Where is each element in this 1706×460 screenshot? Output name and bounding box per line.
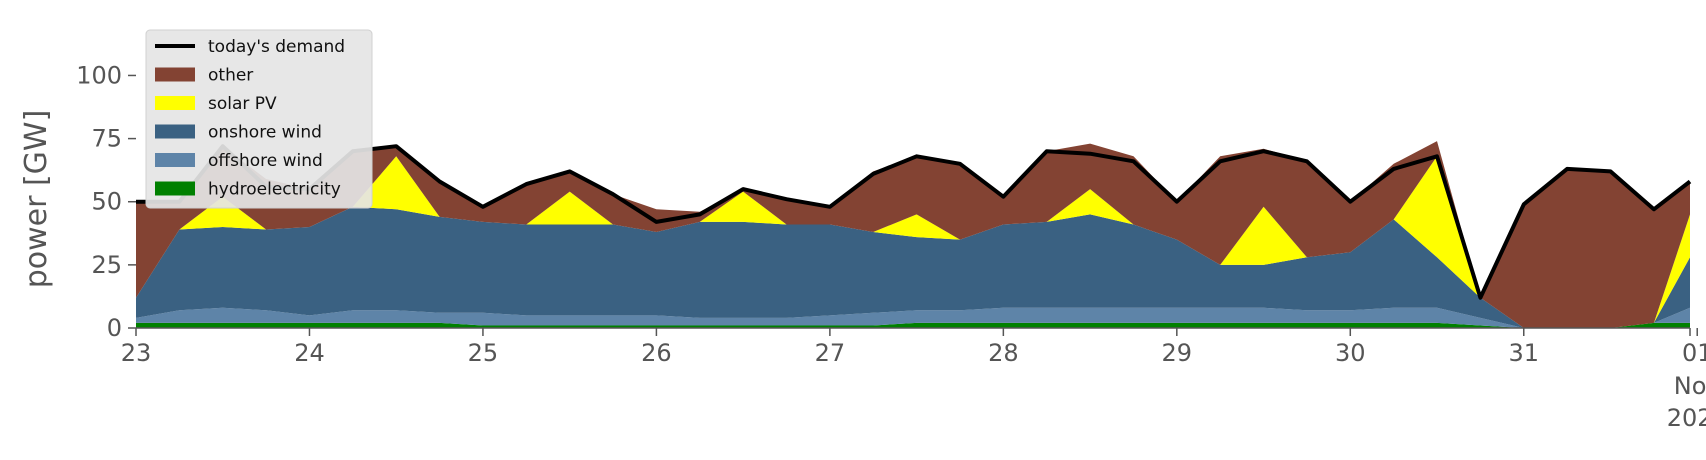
demand-line-layer <box>136 144 1692 300</box>
legend-label: solar PV <box>208 94 277 114</box>
x-tick-sublabel: 2025 <box>1667 404 1706 432</box>
legend-swatch <box>155 181 195 196</box>
y-tick-label: 25 <box>91 251 122 279</box>
x-tick-label: 31 <box>1508 339 1539 367</box>
demand-line <box>136 144 1692 300</box>
legend-label: onshore wind <box>208 123 322 143</box>
area-offshore-wind <box>136 307 1690 328</box>
x-tick-label: 25 <box>468 339 499 367</box>
stacked-areas <box>136 141 1690 328</box>
y-axis-label: power [GW] <box>19 110 54 289</box>
area-hydroelectricity <box>136 322 1690 328</box>
x-tick-sublabel: Nov <box>1674 372 1706 400</box>
x-tick-label: 27 <box>815 339 846 367</box>
x-tick-label: 23 <box>121 339 152 367</box>
legend: today's demand other solar PV onshore wind o… <box>145 29 373 209</box>
legend-swatch <box>155 67 195 82</box>
x-tick-label: 26 <box>641 339 672 367</box>
y-tick-label: 75 <box>91 125 122 153</box>
legend-label: hydroelectricity <box>208 180 341 200</box>
legend-label: today's demand <box>208 37 345 57</box>
x-tick-label: 01 <box>1682 339 1706 367</box>
area-onshore-wind <box>136 206 1690 328</box>
area-other <box>136 141 1690 328</box>
legend-swatch <box>155 153 195 167</box>
legend-label: offshore wind <box>208 151 323 171</box>
legend-box <box>145 29 373 209</box>
legend-label: other <box>208 66 253 86</box>
axes: 0 25 50 75 100 23 24 25 26 27 28 29 30 31 01 Nov 2025 <box>76 61 1706 432</box>
x-tick-label: 29 <box>1162 339 1193 367</box>
y-tick-label: 50 <box>91 188 122 216</box>
x-tick-label: 28 <box>988 339 1019 367</box>
legend-swatch <box>155 96 195 110</box>
legend-swatch <box>155 124 195 139</box>
x-tick-label: 30 <box>1335 339 1366 367</box>
y-tick-label: 100 <box>76 61 122 89</box>
y-tick-label: 0 <box>107 314 122 342</box>
x-tick-label: 24 <box>294 339 325 367</box>
